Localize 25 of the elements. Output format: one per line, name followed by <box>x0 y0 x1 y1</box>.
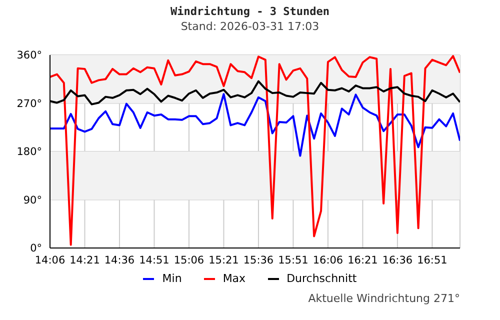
y-tick-label: 360° <box>16 50 42 62</box>
text: Aktuelle Windrichtung 271° <box>308 292 460 305</box>
x-tick-label: 15:36 <box>243 254 274 266</box>
x-tick-label: 14:21 <box>70 254 100 266</box>
x-tick-label: 14:51 <box>139 254 170 266</box>
chart-title: Windrichtung - 3 Stunden <box>170 5 330 18</box>
y-tick-label: 0° <box>30 242 42 255</box>
x-tick-label: 16:36 <box>382 254 413 266</box>
x-tick-label: 15:06 <box>174 254 204 266</box>
x-tick-label: 16:21 <box>348 254 378 266</box>
y-tick-label: 90° <box>23 194 42 206</box>
y-tick-label: 270° <box>16 98 42 110</box>
legend-label: Durchschnitt <box>286 272 357 285</box>
y-tick-label: 180° <box>16 146 42 158</box>
line-series <box>50 55 460 246</box>
chart-subtitle: Stand: 2026-03-31 17:03 <box>180 20 320 33</box>
x-tick-label: 14:06 <box>34 254 66 266</box>
line-series <box>50 93 460 157</box>
legend-label: Min <box>162 272 182 285</box>
x-tick-label: 16:06 <box>312 254 344 266</box>
x-tick-label: 15:21 <box>208 254 239 266</box>
x-tick-label: 14:36 <box>104 254 135 266</box>
legend-label: Max <box>222 272 246 285</box>
x-tick-label: 16:51 <box>417 254 448 266</box>
x-tick-label: 15:51 <box>278 254 308 266</box>
